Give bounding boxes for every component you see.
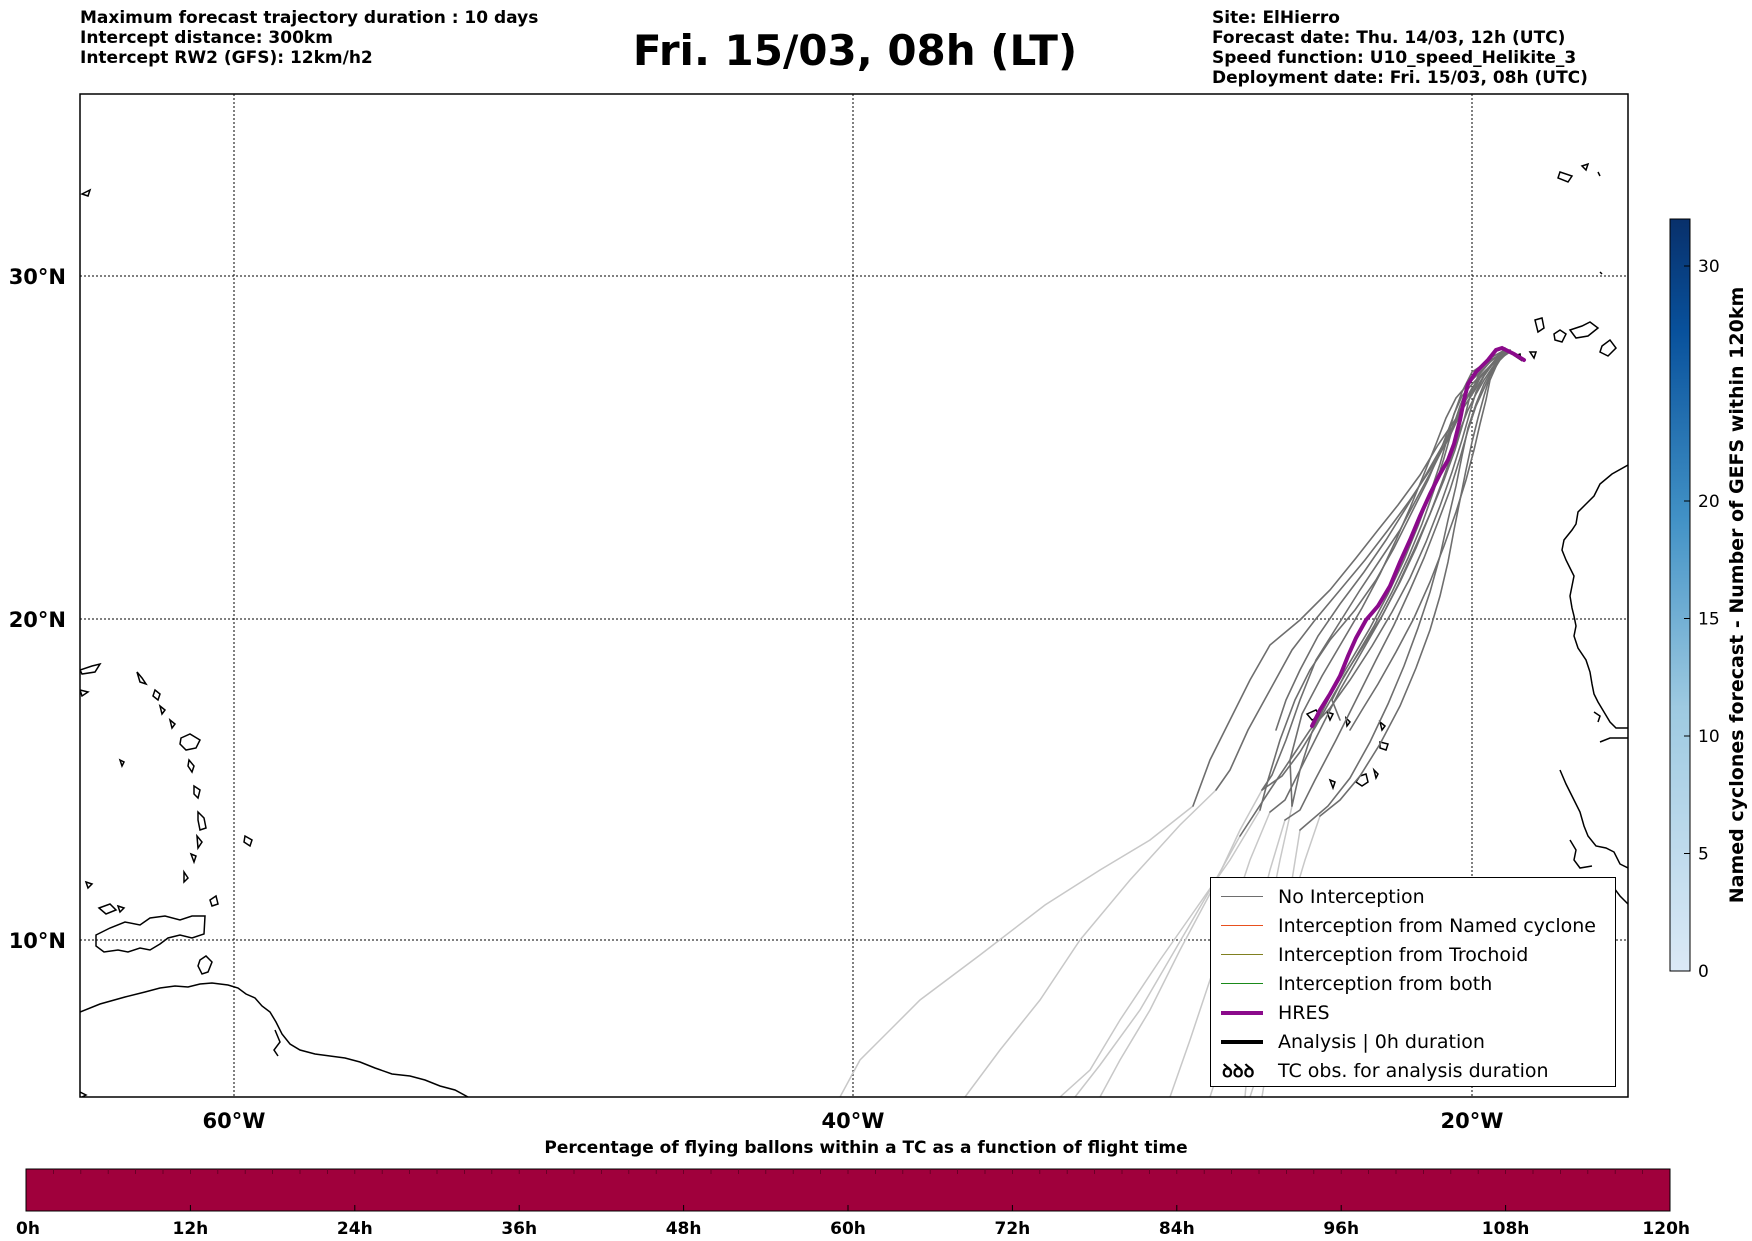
gran-canaria	[1553, 329, 1567, 343]
legend-line-swatch	[1216, 911, 1266, 940]
cyclone-colorbar-tick-label: 30	[1698, 257, 1720, 277]
flight-time-colorbar-tick-label: 60h	[830, 1219, 866, 1239]
flight-time-colorbar-tick-label: 120h	[1642, 1219, 1690, 1239]
legend-item: Interception from Trochoid	[1211, 940, 1615, 969]
legend-item: HRES	[1211, 998, 1615, 1027]
lat-label-20n: 20°N	[9, 608, 66, 632]
cyclone-colorbar-ticks: 0 5 10 15 20 30	[1684, 257, 1720, 982]
no-interception-trajectories	[1192, 347, 1511, 837]
legend-label: Interception from Named cyclone	[1278, 914, 1596, 937]
legend-line-swatch	[1216, 882, 1266, 911]
cyclone-colorbar-tick-label: 20	[1698, 492, 1720, 512]
tc-obs-icon: ꝺꝺꝺ	[1216, 1056, 1266, 1085]
lon-label-40w: 40°W	[822, 1109, 885, 1133]
latitude-labels: 30°N 20°N 10°N	[9, 265, 66, 953]
flight-time-colorbar-tick-label: 84h	[1159, 1219, 1195, 1239]
flight-time-colorbar-tick-label: 48h	[666, 1219, 702, 1239]
lon-label-20w: 20°W	[1441, 1109, 1504, 1133]
legend-line-swatch	[1216, 940, 1266, 969]
flight-time-colorbar-tick-label: 12h	[173, 1219, 209, 1239]
lat-label-10n: 10°N	[9, 929, 66, 953]
flight-time-colorbar-tick-label: 36h	[501, 1219, 537, 1239]
header-line-duration: Maximum forecast trajectory duration : 1…	[80, 8, 539, 28]
cyclone-colorbar-title: Named cyclones forecast - Number of GEFS…	[1726, 287, 1748, 904]
venezuela-coast	[95, 915, 206, 953]
legend-label: HRES	[1278, 1001, 1330, 1024]
legend-line-swatch	[1216, 1027, 1266, 1056]
cyclone-colorbar: 0 5 10 15 20 30 Named cyclones forecast - Num…	[1669, 218, 1748, 982]
flight-time-colorbar-title: Percentage of flying ballons within a TC…	[544, 1138, 1188, 1158]
legend-item: Interception from Named cyclone	[1211, 911, 1615, 940]
header-info-left: Maximum forecast trajectory duration : 1…	[80, 8, 538, 68]
legend-item: ꝺꝺꝺ TC obs. for analysis duration	[1211, 1056, 1615, 1085]
cyclone-colorbar-tick-label: 5	[1698, 845, 1709, 865]
legend-line-swatch	[1216, 998, 1266, 1027]
header-line-deployment-date: Deployment date: Fri. 15/03, 08h (UTC)	[1212, 68, 1588, 88]
south-america-coast	[80, 982, 469, 1097]
flight-time-colorbar: 0h 12h 24h 36h 48h 60h 72h 84h 96h 108h 120h	[16, 1168, 1690, 1239]
flight-time-colorbar-tick-label: 24h	[337, 1219, 373, 1239]
legend: No Interception Interception from Named c…	[1210, 877, 1616, 1087]
legend-label: Analysis | 0h duration	[1278, 1030, 1485, 1053]
legend-label: No Interception	[1278, 885, 1425, 908]
martinique	[197, 810, 207, 831]
flight-time-colorbar-fill	[25, 1168, 1671, 1212]
flight-time-colorbar-tick-label: 96h	[1323, 1219, 1359, 1239]
lon-label-60w: 60°W	[203, 1109, 266, 1133]
africa-coast	[1559, 464, 1628, 905]
trinidad	[197, 955, 213, 975]
cyclone-colorbar-tick-label: 15	[1698, 610, 1720, 630]
header-info-right: Site: ElHierro Forecast date: Thu. 14/03…	[1212, 8, 1588, 88]
map-title: Fri. 15/03, 08h (LT)	[632, 26, 1078, 75]
cyclone-colorbar-tick-label: 10	[1698, 727, 1720, 747]
legend-label: Interception from both	[1278, 972, 1493, 995]
flight-time-colorbar-tick-label: 0h	[16, 1219, 40, 1239]
tc-obs-glyph: ꝺꝺꝺ	[1222, 1061, 1255, 1082]
header-line-intercept-distance: Intercept distance: 300km	[80, 28, 333, 48]
flight-time-colorbar-tick-label: 108h	[1482, 1219, 1530, 1239]
legend-item: Interception from both	[1211, 969, 1615, 998]
guadeloupe	[179, 733, 201, 751]
legend-line-swatch	[1216, 969, 1266, 998]
hres-trajectory	[1310, 345, 1526, 728]
header-line-intercept-rw2: Intercept RW2 (GFS): 12km/h2	[80, 48, 373, 68]
lat-label-30n: 30°N	[9, 265, 66, 289]
flight-time-colorbar-ticks: 0h 12h 24h 36h 48h 60h 72h 84h 96h 108h 120h	[16, 1169, 1690, 1239]
legend-label: TC obs. for analysis duration	[1278, 1059, 1549, 1082]
legend-label: Interception from Trochoid	[1278, 943, 1529, 966]
legend-item: Analysis | 0h duration	[1211, 1027, 1615, 1056]
header-line-forecast-date: Forecast date: Thu. 14/03, 12h (UTC)	[1212, 28, 1566, 48]
cyclone-colorbar-gradient	[1669, 218, 1691, 972]
flight-time-colorbar-tick-label: 72h	[995, 1219, 1031, 1239]
header-line-site: Site: ElHierro	[1212, 8, 1340, 28]
legend-item: No Interception	[1211, 882, 1615, 911]
longitude-labels: 60°W 40°W 20°W	[203, 1109, 1504, 1133]
cyclone-colorbar-tick-label: 0	[1698, 962, 1709, 982]
header-line-speed-function: Speed function: U10_speed_Helikite_3	[1212, 48, 1577, 68]
